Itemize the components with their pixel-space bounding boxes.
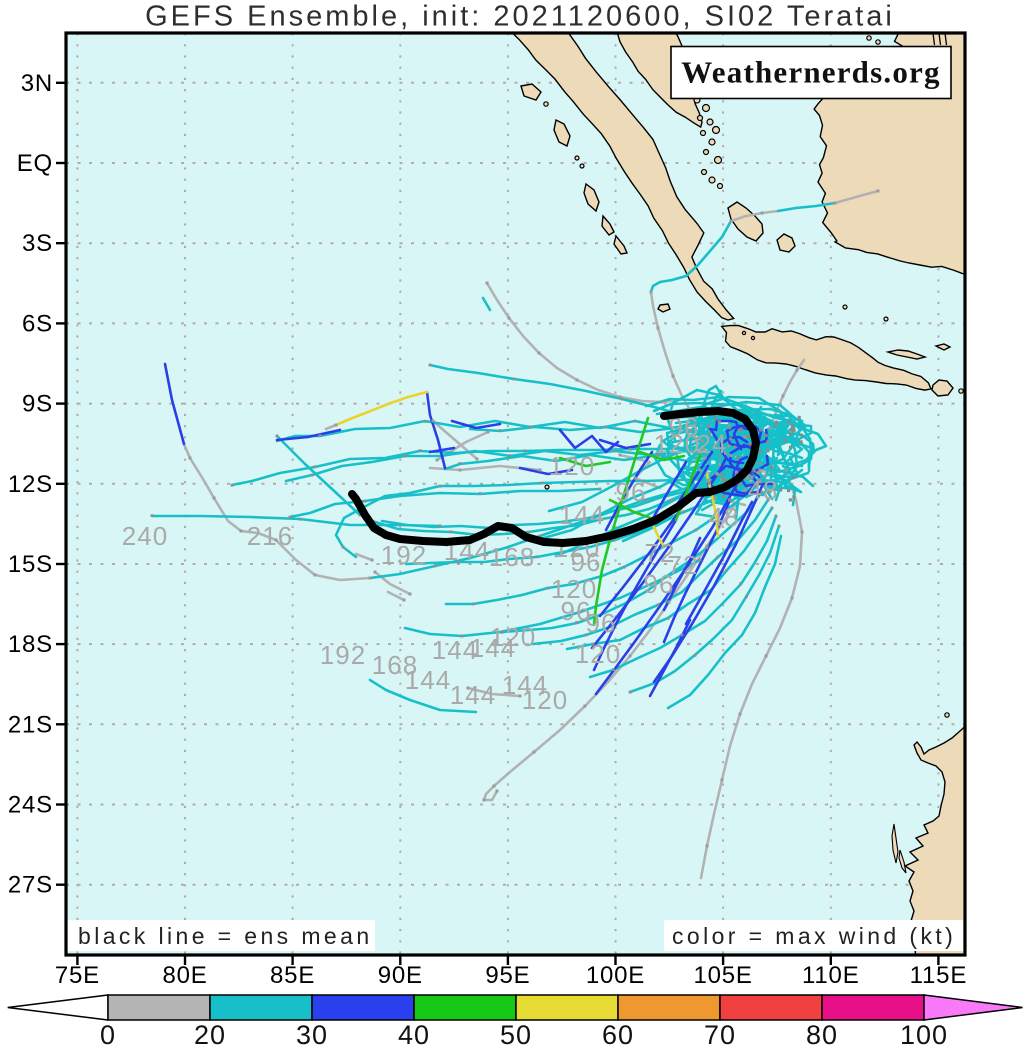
svg-text:21S: 21S: [8, 711, 53, 738]
svg-text:70: 70: [704, 1020, 736, 1050]
svg-text:90E: 90E: [378, 962, 423, 989]
svg-text:120: 120: [551, 574, 597, 604]
svg-text:EQ: EQ: [17, 150, 53, 177]
svg-text:50: 50: [500, 1020, 532, 1050]
svg-text:168: 168: [372, 650, 418, 680]
svg-text:144: 144: [470, 633, 516, 663]
svg-text:120: 120: [549, 451, 595, 481]
svg-text:100: 100: [900, 1020, 948, 1050]
svg-text:72: 72: [645, 538, 676, 568]
svg-text:48: 48: [709, 502, 740, 532]
svg-text:72: 72: [668, 550, 699, 580]
svg-text:Weathernerds.org: Weathernerds.org: [681, 55, 940, 90]
svg-text:60: 60: [602, 1020, 634, 1050]
svg-text:3S: 3S: [22, 230, 53, 257]
svg-text:3N: 3N: [21, 70, 53, 97]
svg-text:85E: 85E: [270, 962, 315, 989]
svg-text:12S: 12S: [8, 471, 53, 498]
svg-text:20: 20: [194, 1020, 226, 1050]
svg-text:30: 30: [296, 1020, 328, 1050]
svg-text:0: 0: [100, 1020, 116, 1050]
svg-text:15S: 15S: [8, 551, 53, 578]
svg-text:48: 48: [748, 475, 779, 505]
svg-text:96: 96: [571, 547, 602, 577]
svg-text:168: 168: [489, 542, 535, 572]
svg-text:144: 144: [502, 670, 548, 700]
svg-text:115E: 115E: [910, 962, 967, 989]
svg-text:6S: 6S: [22, 310, 53, 337]
svg-text:96: 96: [644, 569, 675, 599]
svg-text:120: 120: [654, 429, 700, 459]
svg-text:40: 40: [398, 1020, 430, 1050]
svg-text:120: 120: [490, 622, 536, 652]
svg-text:75E: 75E: [55, 962, 100, 989]
svg-text:144: 144: [559, 500, 605, 530]
svg-text:105E: 105E: [693, 962, 752, 989]
svg-text:144: 144: [432, 635, 478, 665]
svg-text:96: 96: [561, 596, 592, 626]
svg-text:24: 24: [697, 429, 728, 459]
svg-text:120: 120: [575, 639, 621, 669]
svg-text:9S: 9S: [22, 391, 53, 418]
svg-text:144: 144: [450, 680, 496, 710]
svg-text:80E: 80E: [162, 962, 207, 989]
svg-text:24S: 24S: [8, 792, 53, 819]
svg-text:95E: 95E: [485, 962, 530, 989]
svg-text:80: 80: [806, 1020, 838, 1050]
svg-text:100E: 100E: [586, 962, 645, 989]
svg-text:240: 240: [122, 521, 168, 551]
svg-text:96: 96: [586, 608, 617, 638]
svg-text:18S: 18S: [8, 631, 53, 658]
svg-text:black line = ens mean: black line = ens mean: [78, 923, 373, 949]
svg-text:27S: 27S: [8, 872, 53, 899]
svg-text:192: 192: [320, 640, 366, 670]
svg-text:144: 144: [405, 665, 451, 695]
svg-text:120: 120: [522, 685, 568, 715]
svg-text:GEFS Ensemble, init: 202112060: GEFS Ensemble, init: 2021120600, SI02 Te…: [145, 1, 895, 33]
svg-text:110E: 110E: [802, 962, 859, 989]
svg-text:color = max wind (kt): color = max wind (kt): [672, 923, 956, 949]
svg-text:192: 192: [381, 540, 427, 570]
svg-text:96: 96: [616, 477, 647, 507]
svg-text:216: 216: [247, 521, 293, 551]
